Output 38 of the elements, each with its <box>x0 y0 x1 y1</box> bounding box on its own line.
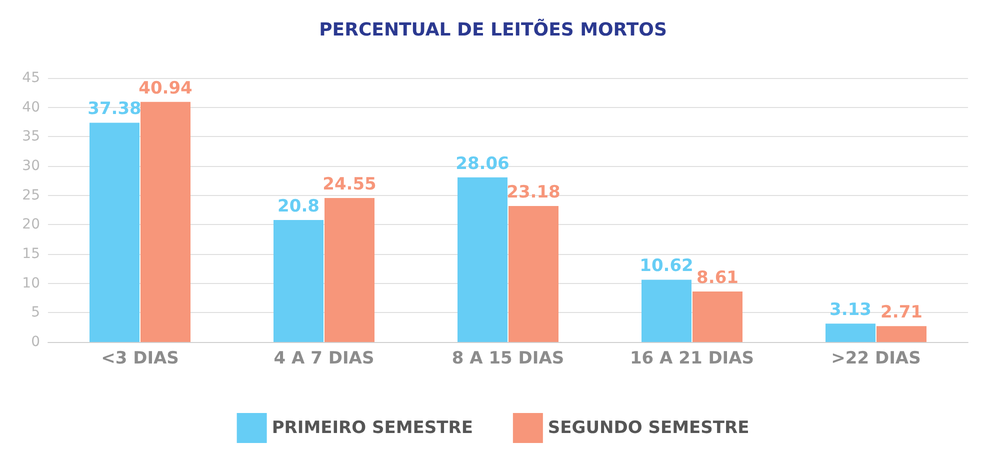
legend-label: SEGUNDO SEMESTRE <box>548 418 750 438</box>
bar <box>140 102 190 342</box>
bar <box>826 324 876 342</box>
data-label: 3.13 <box>830 300 872 320</box>
y-tick-label: 10 <box>22 275 40 292</box>
y-tick-label: 25 <box>22 187 40 204</box>
data-label: 20.8 <box>278 196 320 216</box>
x-tick-label: >22 DIAS <box>831 348 921 368</box>
y-tick-label: 40 <box>22 99 40 116</box>
y-tick-label: 15 <box>22 246 40 262</box>
x-tick-label: 16 A 21 DIAS <box>630 348 754 368</box>
y-tick-label: 20 <box>22 216 40 233</box>
bar <box>508 206 558 342</box>
y-tick-label: 30 <box>22 158 40 174</box>
bar <box>458 177 508 342</box>
x-tick-label: <3 DIAS <box>101 348 179 368</box>
bar <box>274 220 324 342</box>
data-label: 8.61 <box>696 268 738 288</box>
bar <box>324 198 374 342</box>
data-label: 40.94 <box>138 78 193 98</box>
x-tick-label: 4 A 7 DIAS <box>274 348 374 368</box>
y-tick-label: 35 <box>22 128 40 145</box>
x-tick-label: 8 A 15 DIAS <box>452 348 564 368</box>
bar <box>876 326 926 342</box>
legend-label: PRIMEIRO SEMESTRE <box>272 418 473 438</box>
data-label: 10.62 <box>640 256 694 276</box>
data-label: 28.06 <box>456 154 510 174</box>
chart-title: PERCENTUAL DE LEITÕES MORTOS <box>319 18 667 40</box>
data-label: 24.55 <box>322 174 376 194</box>
data-label: 23.18 <box>506 182 560 203</box>
bar <box>90 122 140 342</box>
y-tick-label: 0 <box>31 334 40 350</box>
bar <box>642 280 692 342</box>
y-tick-label: 5 <box>31 304 40 321</box>
bar <box>692 291 742 342</box>
data-label: 2.71 <box>880 302 922 323</box>
y-tick-label: 45 <box>22 70 40 86</box>
data-label: 37.38 <box>88 99 142 120</box>
